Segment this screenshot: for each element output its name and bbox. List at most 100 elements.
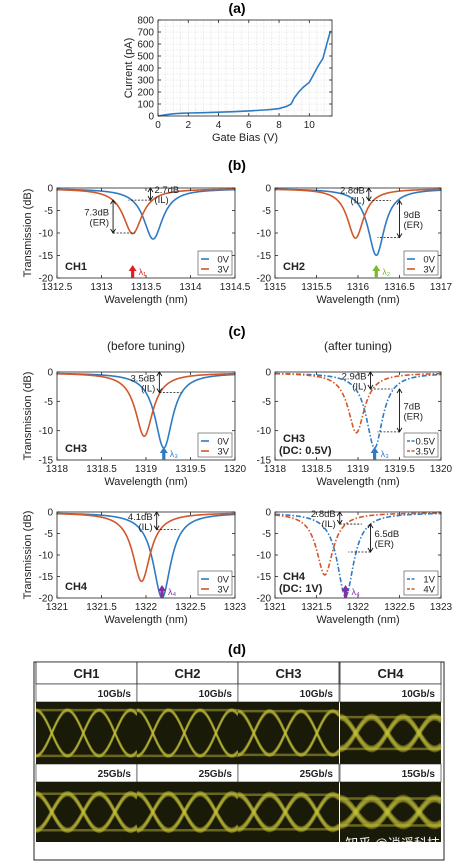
eye-trace — [237, 708, 340, 755]
eye-trace — [339, 713, 442, 749]
x-tick-label: 1321 — [46, 602, 69, 613]
x-tick-label: 2 — [185, 120, 191, 131]
y-tick-label: -10 — [39, 229, 54, 240]
annotation-tag: (ER) — [90, 218, 110, 229]
eye-trace — [35, 708, 138, 757]
legend-entry: 0V — [217, 255, 229, 266]
eye-trace — [237, 795, 340, 833]
eye-trace — [136, 709, 239, 758]
annotation: 2.9dB(IL) — [342, 371, 393, 393]
eye-column-ch3: CH3 10Gb/s 25Gb/s — [237, 661, 340, 842]
y-tick-label: -20 — [257, 594, 272, 605]
legend-entry: 3V — [217, 265, 229, 276]
annotation-value: 2.9dB — [342, 372, 367, 383]
y-tick-label: 300 — [137, 76, 154, 87]
y-tick-label: -5 — [44, 397, 53, 408]
legend-box — [197, 570, 233, 596]
eye-trace — [35, 790, 138, 830]
channel-label: CH4 — [65, 581, 88, 593]
eye-trace — [35, 792, 138, 832]
data-rate-label: 25Gb/s — [300, 769, 334, 780]
eye-trace — [35, 709, 138, 757]
eye-trace — [339, 795, 442, 826]
y-tick-label: 700 — [137, 28, 154, 39]
annotation: 2.8dB(IL) — [311, 509, 362, 530]
eye-column-ch1: CH1 10Gb/s 25Gb/s — [35, 661, 138, 842]
x-tick-label: 6 — [246, 120, 252, 131]
eye-background — [137, 782, 238, 842]
eye-trace — [237, 792, 340, 830]
wavelength-label: λ₂ — [382, 267, 391, 277]
x-tick-label: 1322.5 — [384, 602, 415, 613]
channel-label: CH1 — [65, 261, 87, 273]
x-tick-label: 1321.5 — [301, 602, 332, 613]
series-line-3V — [56, 512, 236, 583]
annotation-value: 3.5dB — [131, 373, 156, 384]
series-line-0V — [56, 512, 236, 599]
arrow-head — [396, 199, 403, 205]
x-tick-label: 1319 — [135, 464, 158, 475]
legend-entry: 0.5V — [415, 437, 435, 448]
eye-trace — [136, 790, 239, 830]
eye-trace — [136, 793, 239, 833]
annotation-tag: (ER) — [374, 539, 394, 550]
wavelength-marker: λ₄ — [158, 585, 177, 598]
eye-trace — [237, 791, 340, 829]
legend-box — [403, 432, 439, 458]
y-tick-label: -15 — [39, 456, 54, 467]
eye-trace — [237, 711, 340, 758]
eye-trace — [339, 799, 442, 830]
x-tick-label: 1322 — [135, 602, 158, 613]
watermark: 知乎 @逍遥科技 — [345, 836, 440, 851]
eye-trace — [339, 715, 442, 751]
eye-trace — [35, 793, 138, 833]
y-tick-label: -5 — [262, 397, 271, 408]
channel-label: CH3 — [283, 433, 305, 445]
eye-background — [36, 782, 137, 842]
y-tick-label: 0 — [265, 184, 271, 195]
eye-trace — [237, 709, 340, 756]
series-line-3.5V — [274, 372, 442, 434]
channel-label: CH3 — [65, 443, 87, 455]
eye-trace — [339, 798, 442, 829]
eye-trace — [136, 710, 239, 758]
x-tick-label: 1318 — [264, 464, 287, 475]
x-tick-label: 1318 — [46, 464, 69, 475]
chart-c2: (after tuning) 1318 1318.5 1319 1319.5 1320 -1… — [257, 339, 453, 488]
y-tick-label: 0 — [265, 508, 271, 519]
y-axis-label: Current (pA) — [123, 38, 135, 99]
y-tick-label: 500 — [137, 52, 154, 63]
annotation-tag: (ER) — [404, 411, 424, 422]
legend-box — [403, 250, 439, 276]
legend-entry: 0V — [217, 437, 229, 448]
x-tick-label: 1314 — [179, 282, 202, 293]
y-tick-label: 600 — [137, 40, 154, 51]
eye-trace — [136, 709, 239, 757]
y-tick-label: -15 — [39, 251, 54, 262]
eye-trace — [136, 709, 239, 757]
eye-trace — [35, 709, 138, 757]
x-tick-label: 1322 — [347, 602, 370, 613]
x-tick-label: 1323 — [224, 602, 247, 613]
eye-diagram-table: CH1 10Gb/s 25Gb/s CH2 10Gb/s 25Gb/s CH3 10Gb/s 2… — [33, 661, 445, 861]
y-tick-label: -10 — [257, 551, 272, 562]
arrow-head — [156, 371, 163, 377]
arrow-head — [336, 511, 343, 517]
y-tick-label: -5 — [44, 206, 53, 217]
eye-trace — [136, 792, 239, 832]
annotation: 6.5dB(ER) — [348, 523, 399, 553]
eye-background — [340, 702, 441, 764]
x-tick-label: 1317 — [430, 282, 453, 293]
eye-trace — [136, 708, 239, 757]
x-tick-label: 8 — [276, 120, 282, 131]
y-tick-label: 100 — [137, 100, 154, 111]
column-header: CH2 — [174, 666, 200, 681]
legend-box — [197, 250, 233, 276]
series-line-3V — [56, 188, 236, 235]
chart-heading: (after tuning) — [324, 339, 392, 353]
y-tick-label: 800 — [137, 16, 154, 27]
chart-c3: 1321 1321.5 1322 1322.5 1323 -20 -15 -10 -5 0 Wave… — [22, 508, 247, 627]
chart-c1: (before tuning) 1318 1318.5 1319 1319.5 1320 -… — [22, 339, 247, 488]
wavelength-marker: λ₂ — [372, 265, 391, 278]
